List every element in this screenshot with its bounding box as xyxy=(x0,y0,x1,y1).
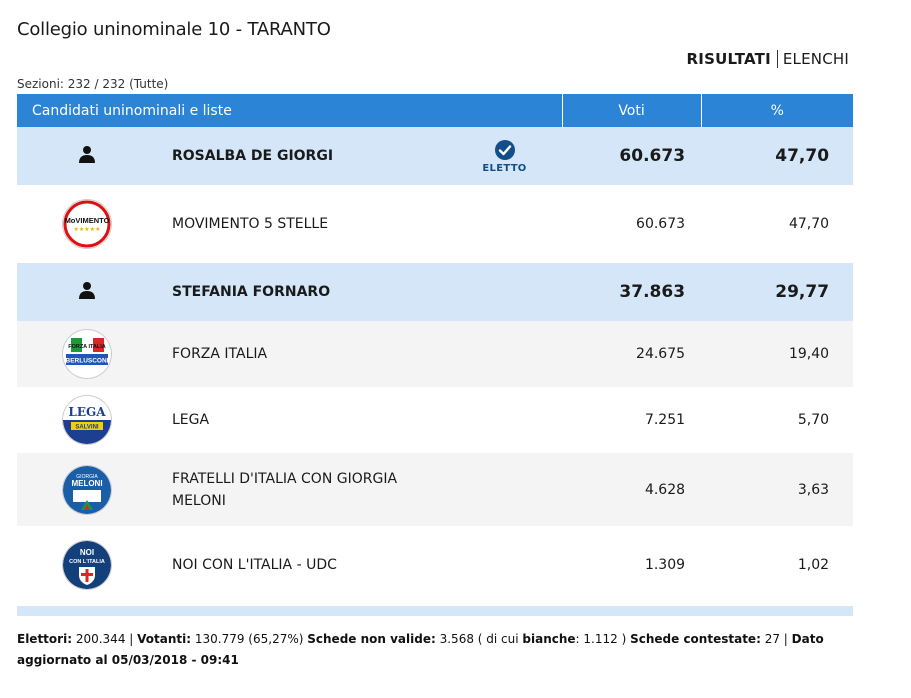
header-pct[interactable]: % xyxy=(701,94,854,127)
elettori-label: Elettori: xyxy=(17,632,72,646)
list-pct: 3,63 xyxy=(701,453,854,526)
svg-text:GIORGIA: GIORGIA xyxy=(76,474,98,480)
contestate-label: Schede contestate: xyxy=(630,632,761,646)
list-name: MOVIMENTO 5 STELLE xyxy=(172,216,329,232)
svg-text:MoVIMENTO: MoVIMENTO xyxy=(65,216,110,225)
svg-text:SALVINI: SALVINI xyxy=(75,425,99,431)
bianche-label: bianche xyxy=(522,632,576,646)
list-pct: 5,70 xyxy=(797,412,830,428)
candidate-row[interactable]: ROSALBA DE GIORGI ELETTO 60.673 47,70 xyxy=(17,127,854,185)
last-updated: Dato aggiornato al 05/03/2018 - 09:41 xyxy=(17,632,824,667)
check-circle-icon xyxy=(494,139,515,160)
candidate-row[interactable]: STEFANIA FORNARO 37.863 29,77 xyxy=(17,263,854,321)
forza-italia-logo: FORZA ITALIA BERLUSCONI xyxy=(63,330,111,378)
header-votes[interactable]: Voti xyxy=(562,94,702,127)
page-title: Collegio uninominale 10 - TARANTO xyxy=(17,19,331,40)
list-votes: 4.628 xyxy=(562,453,702,526)
person-icon xyxy=(79,282,95,299)
m5s-logo: MoVIMENTO ★★★★★ xyxy=(63,200,111,248)
elected-badge: ELETTO xyxy=(482,139,526,174)
footer-summary: Elettori: 200.344 | Votanti: 130.779 (65… xyxy=(17,632,824,667)
list-pct: 47,70 xyxy=(788,216,830,232)
list-votes: 1.309 xyxy=(644,557,686,573)
list-votes: 60.673 xyxy=(636,216,686,232)
svg-text:LEGA: LEGA xyxy=(68,405,106,419)
list-pct: 19,40 xyxy=(701,321,854,387)
results-table: Candidati uninominali e liste Voti % ROS… xyxy=(17,94,854,604)
view-switcher: RISULTATI ELENCHI xyxy=(687,46,849,72)
list-votes: 7.251 xyxy=(644,412,686,428)
votanti-value: 130.779 (65,27%) xyxy=(194,632,304,646)
header-candidates[interactable]: Candidati uninominali e liste xyxy=(17,94,563,127)
votanti-label: Votanti: xyxy=(137,632,192,646)
table-header-row: Candidati uninominali e liste Voti % xyxy=(17,94,854,127)
lega-logo: LEGA SALVINI xyxy=(63,396,111,444)
svg-text:MELONI: MELONI xyxy=(71,479,102,488)
candidate-votes: 60.673 xyxy=(562,127,702,185)
list-name: FORZA ITALIA xyxy=(157,321,563,387)
list-row[interactable]: GIORGIA MELONI FRATELLI D'ITALIA CON GIO… xyxy=(17,453,854,526)
elected-label: ELETTO xyxy=(482,162,527,174)
elettori-value: 200.344 xyxy=(75,632,126,646)
candidate-name: ROSALBA DE GIORGI xyxy=(157,127,447,185)
candidate-votes: 37.863 xyxy=(562,263,702,321)
bianche-value: : 1.112 ) xyxy=(575,632,627,646)
list-name: FRATELLI D'ITALIA CON GIORGIA MELONI xyxy=(157,453,563,526)
table-bottom-bar xyxy=(17,606,853,616)
contestate-value: 27 xyxy=(764,632,780,646)
fratelli-italia-logo: GIORGIA MELONI xyxy=(63,465,111,514)
tab-elenchi[interactable]: ELENCHI xyxy=(782,50,849,68)
svg-text:NOI: NOI xyxy=(80,548,94,557)
svg-text:BERLUSCONI: BERLUSCONI xyxy=(66,358,109,365)
candidate-pct: 47,70 xyxy=(701,127,854,185)
list-row[interactable]: NOI CON L'ITALIA NOI CON L'ITALIA - UDC … xyxy=(17,526,853,604)
list-votes: 24.675 xyxy=(562,321,702,387)
non-valide-label: Schede non valide: xyxy=(307,632,436,646)
tab-risultati[interactable]: RISULTATI xyxy=(687,50,778,68)
noi-con-italia-logo: NOI CON L'ITALIA xyxy=(63,541,111,589)
list-name: LEGA xyxy=(172,412,210,428)
list-pct: 1,02 xyxy=(797,557,830,573)
sezioni-counter: Sezioni: 232 / 232 (Tutte) xyxy=(17,77,169,91)
list-name: NOI CON L'ITALIA - UDC xyxy=(172,557,337,573)
person-icon xyxy=(79,146,95,163)
non-valide-value: 3.568 ( di cui xyxy=(439,632,519,646)
candidate-pct: 29,77 xyxy=(701,263,854,321)
list-row[interactable]: FORZA ITALIA BERLUSCONI FORZA ITALIA 24.… xyxy=(17,321,854,387)
list-row[interactable]: LEGA SALVINI LEGA 7.251 5,70 xyxy=(17,387,853,453)
svg-text:FORZA ITALIA: FORZA ITALIA xyxy=(68,344,106,350)
list-row[interactable]: MoVIMENTO ★★★★★ MOVIMENTO 5 STELLE 60.67… xyxy=(17,185,853,263)
candidate-name: STEFANIA FORNARO xyxy=(157,263,447,321)
svg-text:CON L'ITALIA: CON L'ITALIA xyxy=(69,559,105,565)
svg-text:★★★★★: ★★★★★ xyxy=(74,226,101,233)
